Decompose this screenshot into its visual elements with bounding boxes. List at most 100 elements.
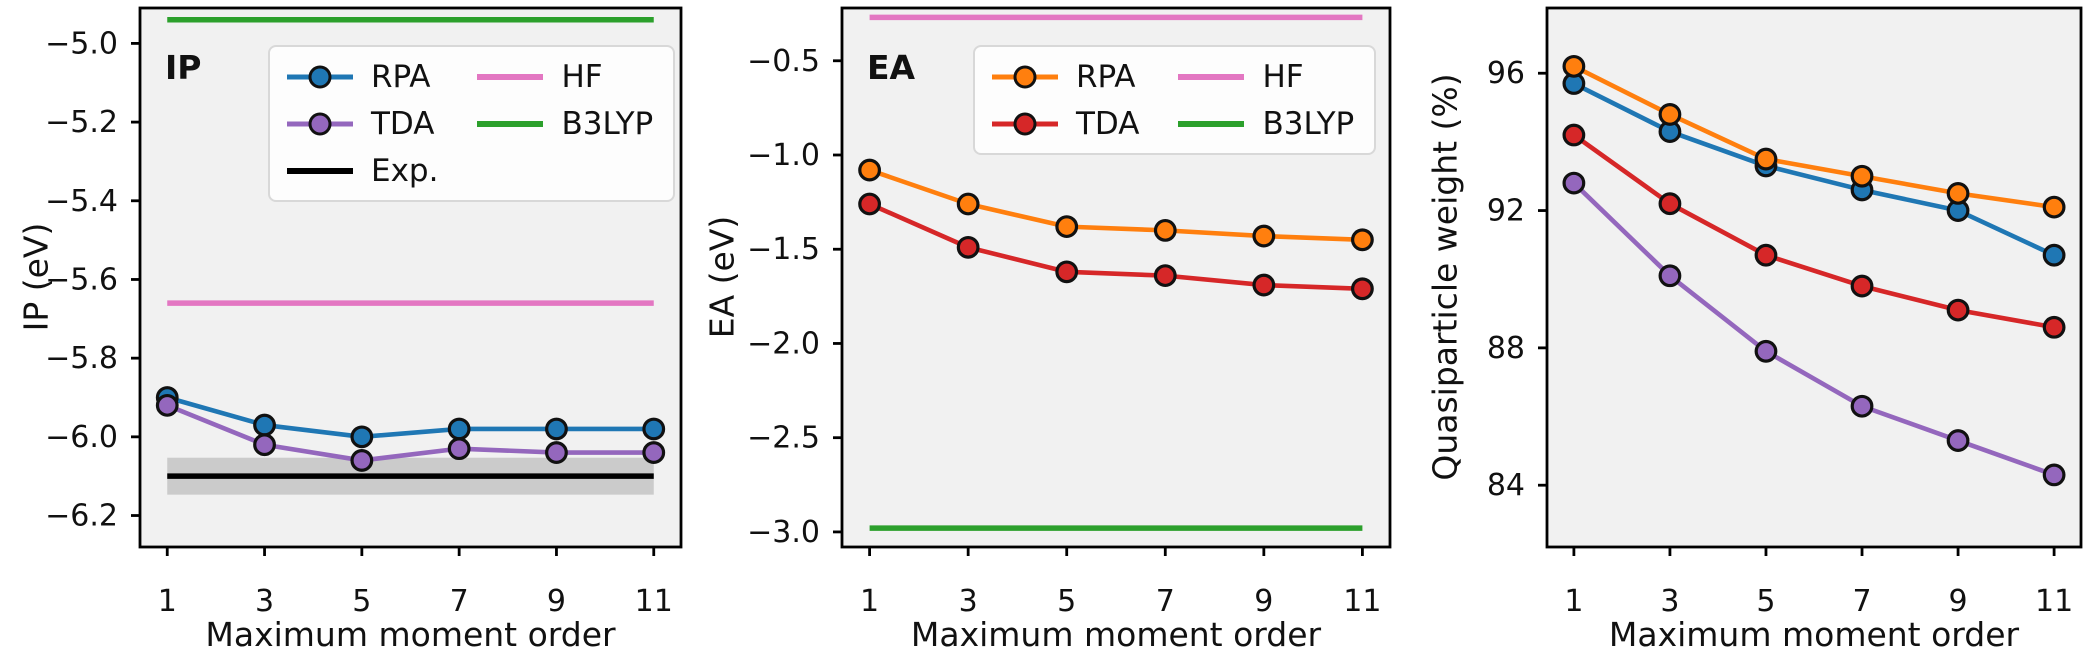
rpa-legend-swatch (992, 65, 1058, 88)
hf-legend-swatch (477, 73, 544, 80)
tda-ip-marker (1850, 394, 1874, 418)
rpa-marker (447, 417, 471, 441)
rpa-line (166, 395, 654, 440)
legend-item-hf: HF (1175, 53, 1354, 100)
tda-ip-marker (1754, 339, 1778, 363)
legend-column: RPA TDA (989, 53, 1139, 147)
y-axis-label-ea: EA (eV) (702, 215, 742, 339)
hf-legend-swatch (1178, 73, 1245, 80)
rpa-marker (1252, 224, 1276, 248)
tda-marker (1153, 264, 1177, 288)
rpa-marker (350, 425, 374, 449)
b3lyp-legend-swatch (477, 120, 544, 127)
rpa-ea-marker (2042, 195, 2066, 219)
legend-label: Exp. (371, 152, 439, 189)
exp-legend-swatch (287, 167, 353, 174)
tda-ip-line (1572, 181, 2055, 478)
legend-marker-sample (1013, 65, 1037, 88)
y-tick-label: 96 (1487, 56, 1525, 91)
rpa-ea-marker (1562, 54, 1586, 78)
rpa-ip-marker (2042, 243, 2066, 267)
x-tick-label: 7 (450, 584, 469, 619)
y-tick-label: −2.0 (747, 326, 820, 361)
x-tick-label: 7 (1156, 584, 1175, 619)
b3lyp-legend-swatch (1178, 120, 1245, 127)
tda-marker (155, 393, 179, 417)
legend-marker-sample (308, 65, 332, 88)
x-tick-label: 9 (1949, 584, 1968, 619)
y-tick-label: −2.5 (747, 421, 820, 456)
legend-column: HF B3LYP (1175, 53, 1354, 147)
rpa-line (868, 167, 1363, 243)
legend-column: HF B3LYP (474, 53, 653, 147)
legend-label: TDA (1076, 105, 1140, 142)
x-tick-label: 11 (1343, 584, 1381, 619)
legend-item-b3lyp: B3LYP (1175, 100, 1354, 147)
legend-item-b3lyp: B3LYP (474, 100, 653, 147)
tda-ea-marker (2042, 315, 2066, 339)
tda-marker (1351, 277, 1374, 301)
tda-ip-marker (1658, 264, 1682, 288)
x-tick-label: 7 (1852, 584, 1871, 619)
x-tick-label: 9 (547, 584, 566, 619)
x-tick-label: 3 (1660, 584, 1679, 619)
legend-marker-sample (308, 112, 332, 135)
tda-ea-marker (1658, 192, 1682, 216)
panel-annotation-ip: IP (165, 48, 202, 87)
tda-ip-marker (1946, 429, 1970, 452)
rpa-marker (253, 413, 276, 437)
y-tick-label: −1.0 (747, 138, 820, 173)
tda-ip-marker (1562, 171, 1586, 195)
y-tick-label: −0.5 (747, 44, 820, 79)
x-tick-label: 3 (959, 584, 978, 619)
axes-spines (1545, 6, 2083, 549)
y-tick-label: −5.2 (45, 105, 118, 140)
tda-marker (350, 449, 374, 472)
tda-marker (1252, 273, 1276, 297)
rpa-ea-marker (1850, 164, 1874, 188)
x-tick-label: 5 (1057, 584, 1076, 619)
x-tick-label: 5 (352, 584, 371, 619)
y-tick-label: −6.0 (45, 420, 118, 455)
legend-label: B3LYP (561, 105, 654, 142)
tda-ea-marker (1946, 298, 1970, 322)
rpa-marker (1153, 218, 1177, 242)
x-axis-label-ip: Maximum moment order (205, 615, 616, 654)
legend-item-tda: TDA (989, 100, 1139, 147)
tda-line (166, 403, 654, 463)
rpa-legend-swatch (287, 65, 353, 88)
x-tick-label: 1 (860, 584, 879, 619)
legend-label: HF (1262, 58, 1304, 95)
y-tick-label: −6.2 (45, 499, 118, 534)
panel-annotation-ea: EA (867, 48, 916, 87)
tda-ea-marker (1562, 123, 1586, 147)
rpa-ip-line (1572, 81, 2056, 258)
rpa-ea-line (1572, 64, 2055, 210)
y-axis-label-ip: IP (eV) (16, 222, 56, 332)
tda-marker (447, 437, 471, 461)
legend-label: HF (561, 58, 603, 95)
legend-ea: RPA TDA HF B3LYP (973, 45, 1377, 155)
y-tick-label: 92 (1487, 194, 1525, 229)
tda-marker (545, 441, 568, 464)
x-tick-label: 1 (158, 584, 177, 619)
legend-item-exp: Exp. (284, 147, 438, 194)
x-tick-label: 3 (255, 584, 274, 619)
tda-ip-marker (2042, 463, 2066, 487)
rpa-ea-marker (1946, 181, 1970, 205)
axes-spines (138, 6, 683, 549)
tda-marker (1055, 260, 1079, 284)
legend-item-tda: TDA (284, 100, 438, 147)
legend-marker-sample (1013, 112, 1037, 135)
legend-label: RPA (1076, 58, 1136, 95)
tda-ea-marker (1850, 274, 1874, 298)
x-tick-label: 11 (635, 584, 673, 619)
y-tick-label: −5.6 (45, 262, 118, 297)
x-tick-label: 1 (1564, 584, 1583, 619)
tda-line (868, 201, 1363, 292)
tda-marker (253, 433, 276, 457)
rpa-marker (545, 417, 568, 441)
legend-item-hf: HF (474, 53, 653, 100)
rpa-marker (1351, 228, 1374, 252)
